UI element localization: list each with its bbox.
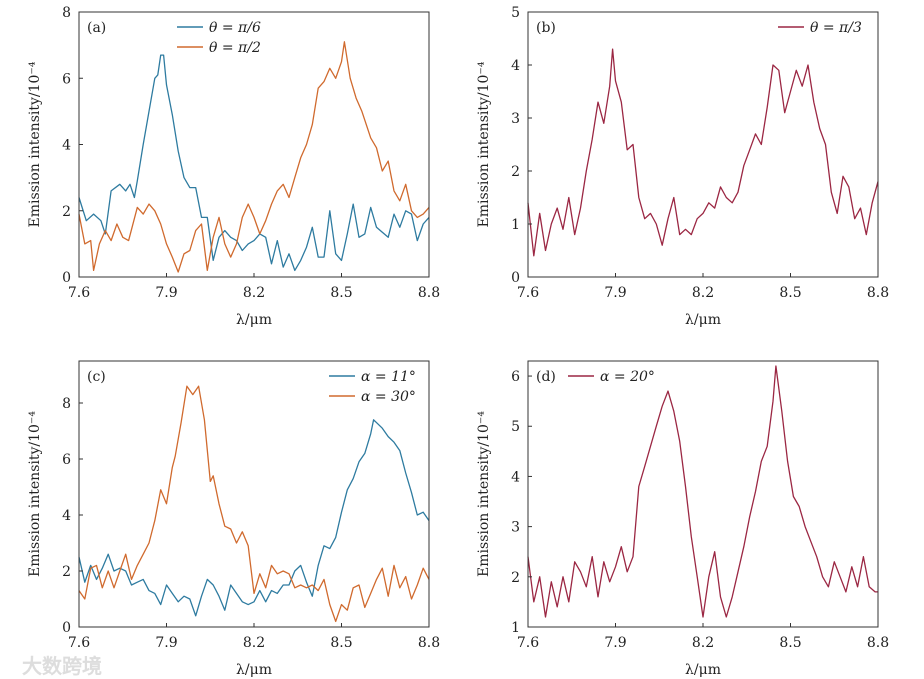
x-tick-label: 7.6 [517, 635, 539, 651]
y-tick-label: 6 [511, 369, 520, 385]
x-tick-label: 8.5 [779, 285, 801, 301]
y-tick-label: 2 [62, 204, 71, 220]
panel-b: 7.6 7.9 8.2 8.5 8.8 0 1 2 3 4 5 λ/μm Emission intens… [476, 5, 889, 328]
y-tick-label: 1 [511, 217, 520, 233]
y-tick-label: 4 [511, 58, 520, 74]
panel-label: (c) [87, 369, 106, 385]
series-line [527, 48, 879, 257]
x-tick-label: 8.2 [692, 635, 714, 651]
x-tick-label: 7.9 [604, 285, 626, 301]
legend-label: α = 30° [361, 389, 416, 405]
y-tick-label: 8 [62, 5, 71, 21]
y-tick-label: 2 [62, 564, 71, 580]
x-tick-label: 7.9 [604, 635, 626, 651]
y-tick-label: 0 [62, 270, 71, 286]
y-tick-label: 3 [511, 520, 520, 536]
legend-label: α = 11° [361, 369, 416, 385]
x-tick-label: 8.8 [867, 635, 889, 651]
x-axis-label: λ/μm [236, 662, 272, 678]
y-axis-label: Emission intensity/10⁻⁴ [27, 411, 43, 577]
x-tick-label: 8.2 [243, 635, 265, 651]
x-tick-label: 8.5 [330, 635, 352, 651]
y-tick-label: 8 [62, 396, 71, 412]
panel-label: (a) [87, 20, 106, 36]
x-tick-label: 8.5 [330, 285, 352, 301]
panel-d: 7.6 7.9 8.2 8.5 8.8 1 2 3 4 5 6 λ/μm Emission intens… [476, 360, 889, 678]
x-tick-label: 8.8 [418, 285, 440, 301]
y-tick-label: 4 [62, 508, 71, 524]
x-tick-label: 8.2 [692, 285, 714, 301]
y-tick-label: 0 [511, 270, 520, 286]
y-tick-label: 3 [511, 111, 520, 127]
series-line [527, 365, 878, 618]
panel-label: (b) [536, 20, 556, 36]
x-tick-label: 8.5 [779, 635, 801, 651]
y-tick-label: 4 [511, 469, 520, 485]
x-tick-label: 7.6 [68, 285, 90, 301]
legend-label: α = 20° [600, 369, 655, 385]
y-tick-label: 4 [62, 138, 71, 154]
panel-c: 7.6 7.9 8.2 8.5 8.8 0 2 4 6 8 λ/μm Emission intensi… [27, 360, 440, 678]
legend-label: θ = π/2 [209, 40, 261, 56]
x-axis-label: λ/μm [236, 312, 272, 328]
y-tick-label: 6 [62, 452, 71, 468]
x-tick-label: 7.6 [517, 285, 539, 301]
x-tick-label: 8.8 [418, 635, 440, 651]
x-tick-label: 8.8 [867, 285, 889, 301]
y-tick-label: 1 [511, 620, 520, 636]
x-tick-label: 8.2 [243, 285, 265, 301]
series-line [78, 54, 430, 272]
watermark: 大数跨境 [22, 654, 102, 678]
y-tick-label: 2 [511, 570, 520, 586]
x-tick-label: 7.9 [155, 635, 177, 651]
x-axis-label: λ/μm [685, 312, 721, 328]
y-tick-label: 2 [511, 164, 520, 180]
x-tick-label: 7.9 [155, 285, 177, 301]
series-line [78, 419, 430, 617]
y-tick-label: 5 [511, 5, 520, 21]
panel-label: (d) [536, 369, 556, 385]
series-line [78, 41, 430, 273]
panel-a: 7.6 7.9 8.2 8.5 8.8 0 2 4 6 8 λ/μm Emission intensi… [27, 5, 440, 328]
series-line [78, 385, 430, 623]
legend-label: θ = π/3 [810, 20, 862, 36]
x-tick-label: 7.6 [68, 635, 90, 651]
y-tick-label: 5 [511, 419, 520, 435]
y-tick-label: 0 [62, 620, 71, 636]
y-axis-label: Emission intensity/10⁻⁴ [27, 61, 43, 227]
x-axis-label: λ/μm [685, 662, 721, 678]
y-axis-label: Emission intensity/10⁻⁴ [476, 411, 492, 577]
plot-frame [527, 360, 879, 628]
legend-label: θ = π/6 [209, 20, 261, 36]
y-axis-label: Emission intensity/10⁻⁴ [476, 61, 492, 227]
y-tick-label: 6 [62, 71, 71, 87]
